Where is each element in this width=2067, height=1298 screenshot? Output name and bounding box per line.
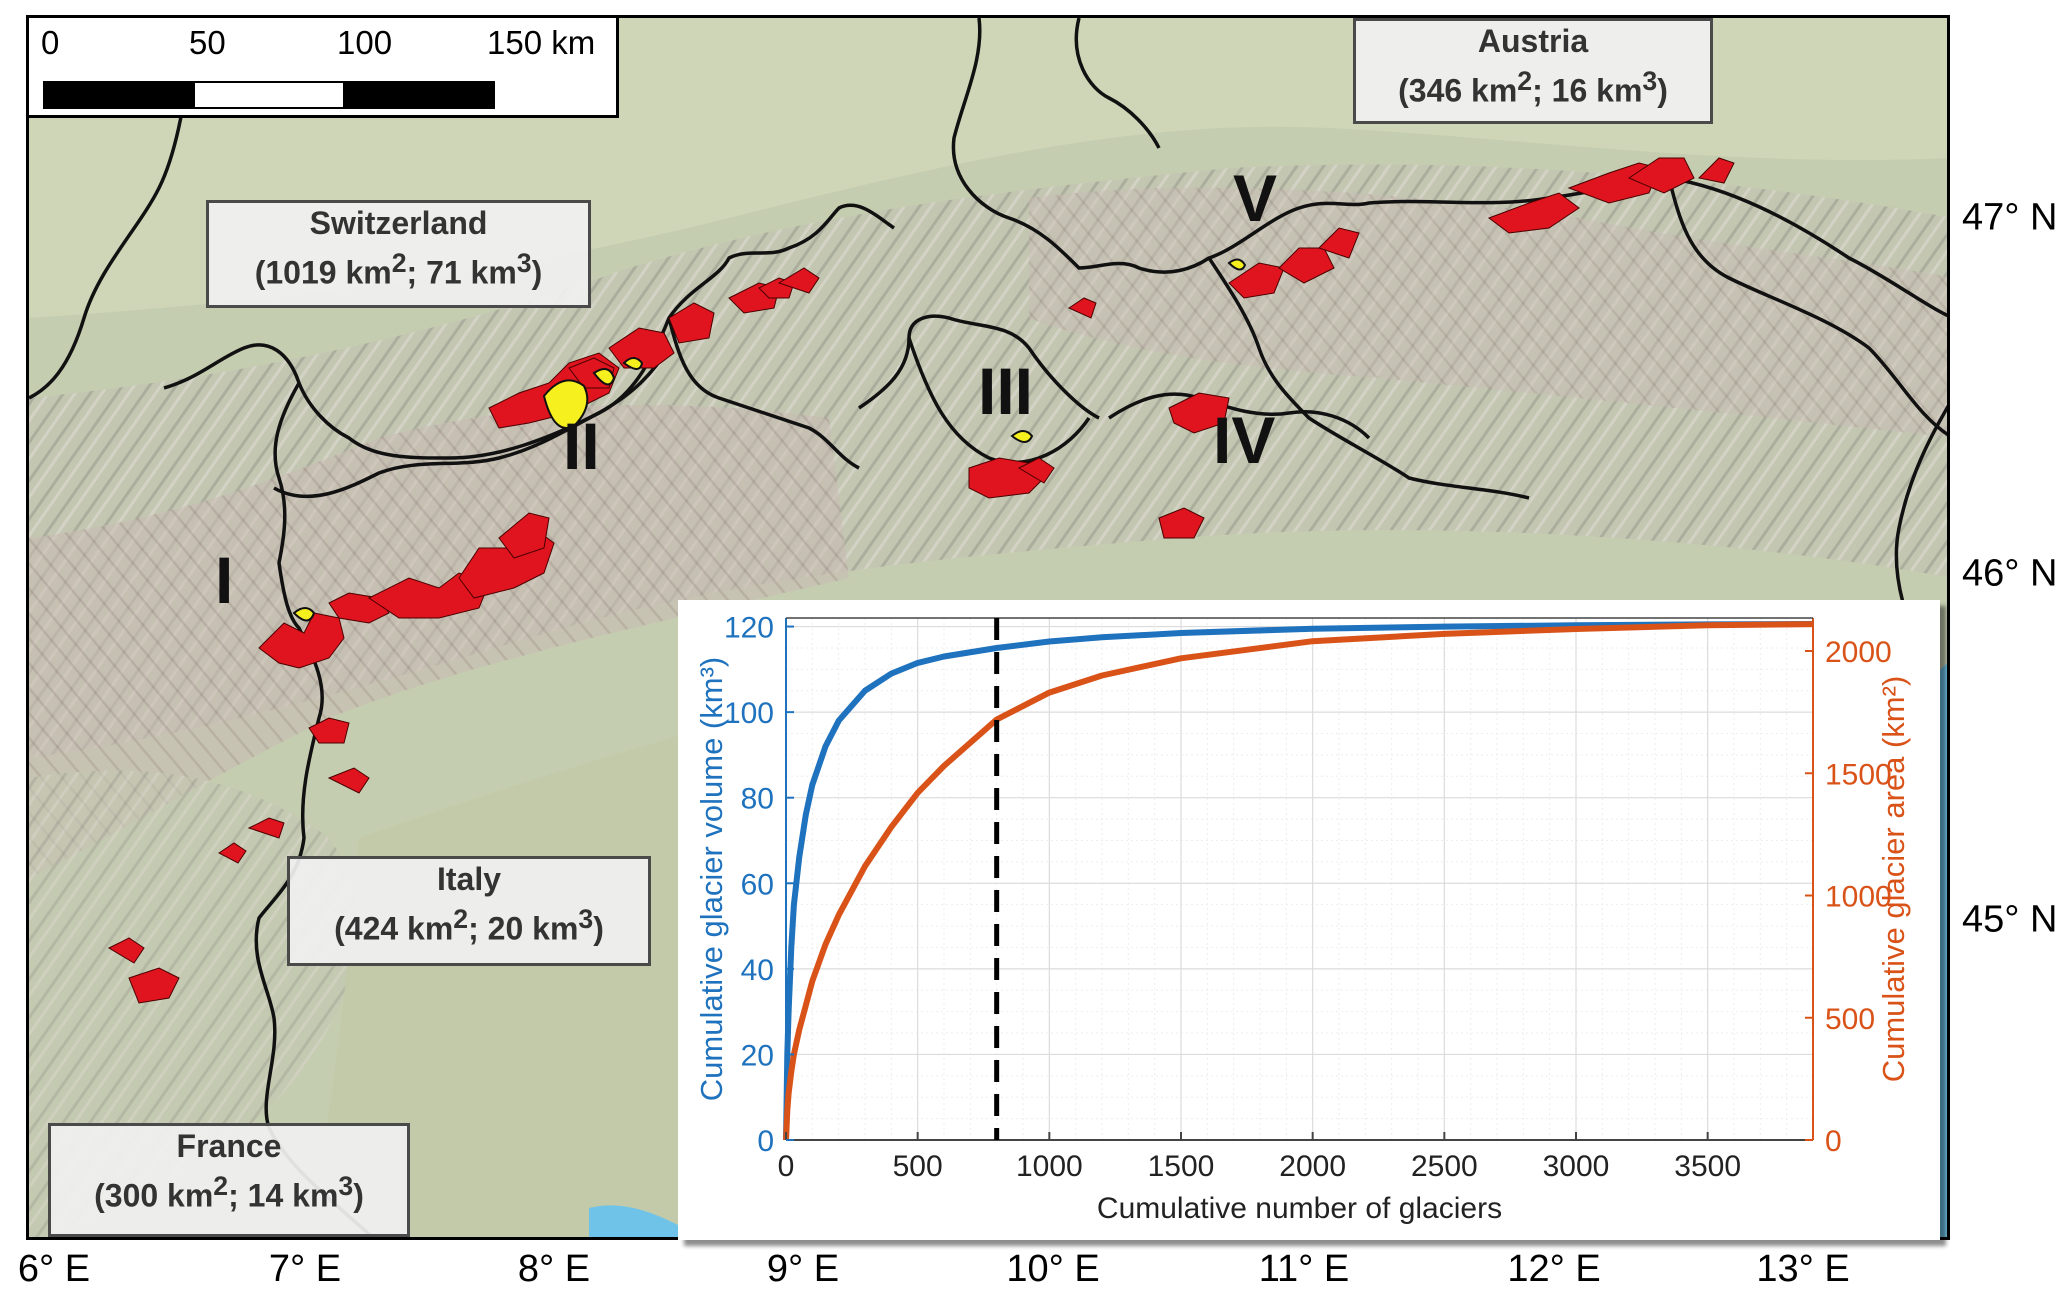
- chart-xlabel: Cumulative number of glaciers: [1097, 1192, 1502, 1225]
- lat-label-47n: 47° N: [1962, 196, 2058, 239]
- right-tick-label: 2000: [1825, 636, 1892, 669]
- lon-label-8e: 8° E: [517, 1248, 591, 1290]
- x-tick-label: 500: [893, 1150, 943, 1183]
- lon-label-13e: 13° E: [1756, 1248, 1850, 1290]
- lon-label-6e: 6° E: [17, 1248, 91, 1290]
- scale-bar: 0 50 100 150 km: [29, 18, 619, 118]
- lon-label-9e: 9° E: [766, 1248, 840, 1290]
- country-volume-italy: 20: [487, 910, 524, 947]
- country-name-italy: Italy: [436, 861, 502, 897]
- left-tick-label: 100: [724, 697, 774, 730]
- country-volume-switzerland: 71: [426, 254, 462, 291]
- country-box-france: France (300 km2; 14 km3): [48, 1123, 410, 1237]
- x-tick-label: 2000: [1279, 1150, 1346, 1183]
- scale-bar-graphic: [43, 81, 495, 109]
- area-series-line: [783, 621, 1814, 1141]
- lon-label-7e: 7° E: [268, 1248, 342, 1290]
- left-tick-label: 40: [741, 954, 774, 987]
- country-box-austria: Austria (346 km2; 16 km3): [1353, 18, 1713, 124]
- right-tick-label: 1000: [1825, 881, 1892, 914]
- lon-label-11e: 11° E: [1258, 1248, 1350, 1290]
- region-label-ii: II: [563, 409, 600, 483]
- country-area-italy: 424: [344, 910, 399, 947]
- region-label-i: I: [215, 543, 234, 617]
- x-tick-label: 2500: [1411, 1150, 1478, 1183]
- x-tick-label: 3500: [1674, 1150, 1741, 1183]
- country-area-switzerland: 1019: [265, 254, 337, 291]
- region-label-iv: IV: [1213, 403, 1276, 477]
- x-tick-label: 1000: [1016, 1150, 1083, 1183]
- country-box-italy: Italy (424 km2; 20 km3): [287, 856, 651, 966]
- right-tick-label: 1500: [1825, 758, 1892, 791]
- country-area-austria: 346: [1408, 72, 1463, 109]
- chart-series: [783, 618, 1814, 1141]
- country-stats-italy: (424 km2; 20 km3): [334, 904, 604, 947]
- country-name-austria: Austria: [1477, 23, 1589, 59]
- left-tick-label: 80: [741, 783, 774, 816]
- scale-tick-150: 150 km: [487, 24, 596, 61]
- scale-tick-0: 0: [41, 24, 60, 61]
- inset-chart: 0 500 1000 1500 2000 2500 3000 3500 0 20 40 60 80 100…: [678, 600, 1940, 1240]
- chart-ylabel-right: Cumulative glacier area (km²): [1876, 676, 1911, 1083]
- lat-label-45n: 45° N: [1962, 898, 2058, 941]
- country-name-france: France: [176, 1128, 282, 1164]
- left-tick-label: 20: [741, 1039, 774, 1072]
- chart-grid: [785, 618, 1814, 1141]
- left-tick-label: 0: [757, 1125, 774, 1158]
- country-stats-france: (300 km2; 14 km3): [94, 1171, 364, 1214]
- region-label-iii: III: [978, 354, 1034, 428]
- region-label-v: V: [1233, 161, 1278, 235]
- cumulative-glacier-chart: 0 500 1000 1500 2000 2500 3000 3500020406080100…: [694, 612, 1911, 1225]
- country-stats-switzerland: (1019 km2; 71 km3): [254, 248, 543, 291]
- chart-axes: [785, 617, 1814, 1141]
- x-tick-label: 0: [778, 1150, 795, 1183]
- country-stats-austria: (346 km2; 16 km3): [1398, 66, 1668, 109]
- x-tick-label: 1500: [1148, 1150, 1215, 1183]
- country-area-france: 300: [104, 1177, 159, 1214]
- right-tick-label: 500: [1825, 1003, 1875, 1036]
- left-tick-label: 120: [724, 612, 774, 645]
- country-volume-austria: 16: [1551, 72, 1588, 109]
- country-name-switzerland: Switzerland: [309, 205, 488, 241]
- lon-label-10e: 10° E: [1006, 1248, 1100, 1290]
- scale-tick-50: 50: [189, 24, 226, 61]
- chart-ylabel-left: Cumulative glacier volume (km³): [694, 657, 729, 1101]
- lat-label-46n: 46° N: [1962, 552, 2058, 595]
- scale-tick-100: 100: [337, 24, 393, 61]
- x-tick-label: 3000: [1543, 1150, 1610, 1183]
- lon-label-12e: 12° E: [1507, 1248, 1601, 1290]
- chart-ticks: 0 500 1000 1500 2000 2500 3000 3500020406080100…: [724, 612, 1892, 1183]
- country-box-switzerland: Switzerland (1019 km2; 71 km3): [206, 200, 591, 308]
- left-tick-label: 60: [741, 868, 774, 901]
- country-volume-france: 14: [247, 1177, 284, 1214]
- volume-series-line: [783, 621, 1814, 1141]
- right-tick-label: 0: [1825, 1125, 1842, 1158]
